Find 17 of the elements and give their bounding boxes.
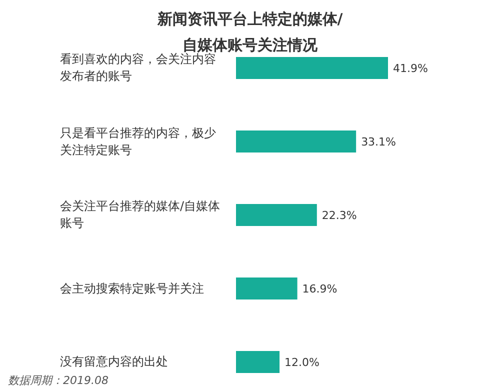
data-label: 22.3%	[322, 209, 357, 222]
y-tick-label: 只是看平台推荐的内容，极少关注特定账号	[60, 124, 217, 158]
bar	[236, 130, 356, 152]
y-tick-label: 会主动搜索特定账号并关注	[60, 280, 205, 297]
data-label: 33.1%	[361, 136, 396, 148]
bar	[236, 57, 388, 79]
chart-title: 新闻资讯平台上特定的媒体/自媒体账号关注情况	[157, 9, 344, 54]
y-tick-label: 看到喜欢的内容，会关注内容发布者的账号	[60, 52, 216, 85]
bar	[236, 351, 280, 373]
bar	[236, 204, 317, 226]
data-label: 12.0%	[284, 356, 320, 369]
y-tick-label: 会关注平台推荐的媒体/自媒体账号	[60, 198, 222, 232]
data-label: 41.9%	[393, 62, 428, 75]
bar	[236, 278, 298, 300]
text: 数据周期：2019.08	[8, 373, 108, 388]
y-tick-label: 没有留意内容的出处	[60, 354, 169, 370]
data-label: 16.9%	[302, 282, 338, 296]
